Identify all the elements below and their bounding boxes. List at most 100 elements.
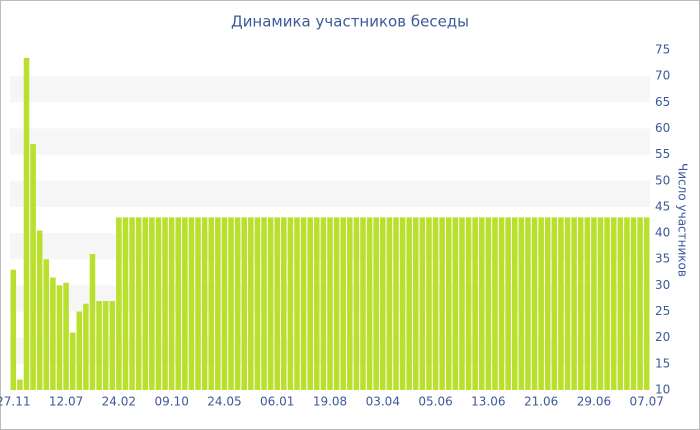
bar	[544, 217, 551, 390]
y-tick-label: 10	[655, 383, 670, 397]
bar	[50, 277, 56, 390]
bar	[624, 217, 630, 390]
bar	[558, 217, 564, 390]
bar	[591, 217, 597, 390]
bar	[630, 217, 637, 390]
bar	[215, 217, 221, 390]
bar	[538, 217, 544, 390]
bar	[168, 217, 175, 390]
bar	[234, 217, 241, 390]
bar	[360, 217, 366, 390]
bar	[386, 217, 393, 390]
x-tick-label: 12.07	[49, 395, 83, 409]
bar	[406, 217, 412, 390]
bar	[109, 301, 116, 390]
bar	[465, 217, 472, 390]
bar	[135, 217, 142, 390]
bar	[36, 230, 43, 390]
bar	[69, 332, 76, 390]
bar	[267, 217, 274, 390]
bar	[129, 217, 135, 390]
bar	[287, 217, 294, 390]
bar	[452, 217, 459, 390]
x-tick-label: 03.04	[366, 395, 400, 409]
y-tick-label: 40	[655, 226, 670, 240]
y-axis-title: Число участников	[676, 163, 690, 277]
bar	[142, 217, 149, 390]
bar	[83, 303, 89, 390]
bar	[221, 217, 228, 390]
bar	[63, 282, 69, 390]
bar	[439, 217, 445, 390]
bar	[498, 217, 505, 390]
bar	[459, 217, 465, 390]
bar	[571, 217, 577, 390]
bar	[300, 217, 307, 390]
grid-band	[10, 180, 650, 207]
x-tick-label: 27.11	[0, 395, 30, 409]
bar	[637, 217, 643, 390]
x-tick-label: 05.06	[418, 395, 452, 409]
bar	[366, 217, 373, 390]
bar	[30, 144, 36, 390]
bar	[175, 217, 182, 390]
y-tick-label: 30	[655, 278, 670, 292]
y-tick-label: 50	[655, 173, 670, 187]
bar	[610, 217, 617, 390]
bar	[96, 301, 102, 390]
bar	[485, 217, 492, 390]
y-tick-label: 45	[655, 199, 670, 213]
x-tick-label: 13.06	[471, 395, 505, 409]
bar	[353, 217, 360, 390]
bar	[399, 217, 406, 390]
bar	[254, 217, 261, 390]
y-tick-label: 35	[655, 252, 670, 266]
bar	[617, 217, 624, 390]
bar	[155, 217, 162, 390]
bar	[419, 217, 426, 390]
bar	[23, 57, 30, 390]
bar	[525, 217, 531, 390]
chart-title: Динамика участников беседы	[231, 13, 469, 31]
bar	[320, 217, 327, 390]
bar	[564, 217, 571, 390]
bar	[208, 217, 215, 390]
bar	[314, 217, 320, 390]
x-tick-label: 29.06	[577, 395, 611, 409]
y-tick-label: 55	[655, 147, 670, 161]
bar	[56, 285, 63, 390]
bar	[274, 217, 280, 390]
y-tick-label: 15	[655, 356, 670, 370]
bar	[531, 217, 538, 390]
bar	[122, 217, 129, 390]
bar	[294, 217, 300, 390]
y-tick-label: 20	[655, 330, 670, 344]
bar	[584, 217, 591, 390]
bar	[478, 217, 485, 390]
bar	[380, 217, 386, 390]
bar	[373, 217, 379, 390]
x-tick-label: 09.10	[154, 395, 188, 409]
bar	[201, 217, 208, 390]
bar	[643, 217, 650, 390]
grid-band	[10, 128, 650, 155]
y-tick-label: 25	[655, 304, 670, 318]
bar	[604, 217, 610, 390]
bar	[340, 217, 346, 390]
bar	[511, 217, 518, 390]
bar	[116, 217, 122, 390]
x-tick-label: 24.02	[102, 395, 136, 409]
bar	[182, 217, 188, 390]
bar	[76, 311, 83, 390]
x-tick-label: 24.05	[207, 395, 241, 409]
bar	[102, 301, 109, 390]
bar	[195, 217, 201, 390]
bar	[505, 217, 511, 390]
y-tick-label: 60	[655, 121, 670, 135]
y-tick-label: 70	[655, 69, 670, 83]
bar	[17, 379, 23, 390]
bar	[393, 217, 399, 390]
x-tick-label: 07.07	[630, 395, 664, 409]
bar	[518, 217, 525, 390]
bar	[188, 217, 195, 390]
